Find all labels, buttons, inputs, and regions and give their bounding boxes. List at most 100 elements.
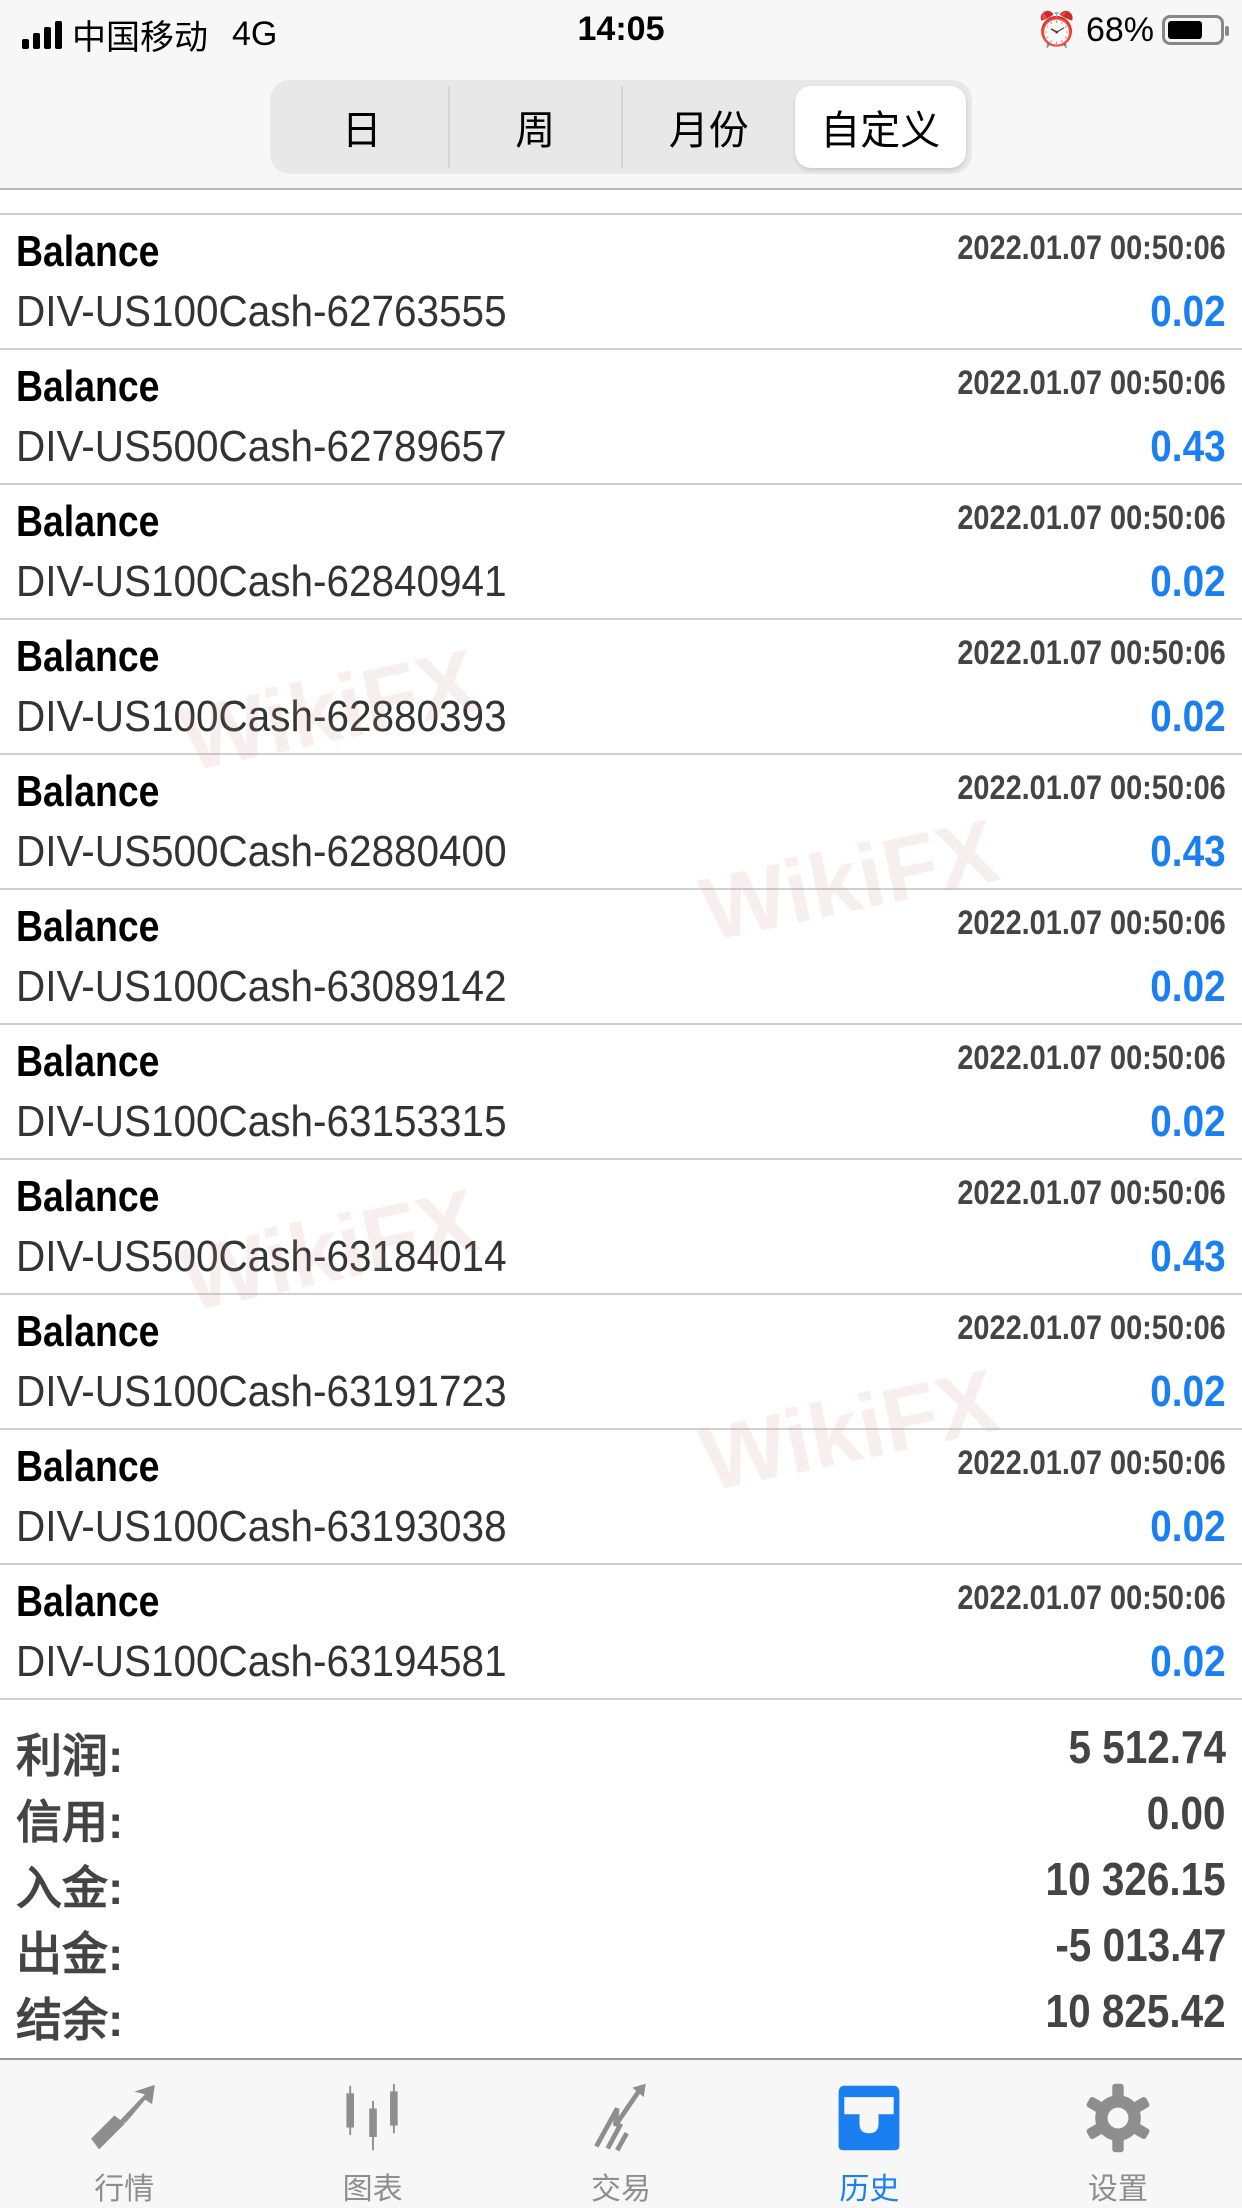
row-symbol: DIV-US100Cash-63153315 bbox=[16, 1097, 507, 1146]
battery-icon bbox=[1162, 15, 1229, 45]
row-type: Balance bbox=[16, 1172, 160, 1221]
summary-row: 出金: -5 013.47 bbox=[0, 1910, 1242, 1980]
tab-trade[interactable]: 交易 bbox=[497, 2060, 745, 2208]
history-icon bbox=[839, 2085, 900, 2151]
segment-day[interactable]: 日 bbox=[276, 86, 450, 168]
segment-week[interactable]: 周 bbox=[450, 86, 623, 168]
row-value: 0.02 bbox=[1150, 557, 1226, 606]
alarm-icon: ⏰ bbox=[1035, 11, 1078, 49]
tab-settings[interactable]: 设置 bbox=[994, 2060, 1242, 2208]
summary-label: 结余: bbox=[16, 1994, 124, 2046]
row-value: 0.43 bbox=[1150, 827, 1226, 876]
history-row[interactable]: Balance 2022.01.07 00:50:06 DIV-US100Cas… bbox=[0, 1430, 1242, 1565]
row-symbol: DIV-US100Cash-63193038 bbox=[16, 1502, 507, 1551]
tab-bar: 行情 图表 交易 历史 设置 bbox=[0, 2058, 1242, 2208]
settings-icon bbox=[1086, 2083, 1150, 2153]
row-time: 2022.01.07 00:50:06 bbox=[957, 1444, 1226, 1482]
history-row[interactable]: Balance 2022.01.07 00:50:06 DIV-US100Cas… bbox=[0, 620, 1242, 755]
row-time: 2022.01.07 00:50:06 bbox=[957, 1579, 1226, 1617]
summary-label: 出金: bbox=[16, 1928, 124, 1980]
row-time: 2022.01.07 00:50:06 bbox=[957, 1039, 1226, 1077]
battery-percent: 68% bbox=[1085, 10, 1154, 49]
row-symbol: DIV-US500Cash-62880400 bbox=[16, 827, 507, 876]
history-row[interactable]: Balance 2022.01.07 00:50:06 DIV-US100Cas… bbox=[0, 1295, 1242, 1430]
row-symbol: DIV-US100Cash-62880393 bbox=[16, 692, 507, 741]
row-value: 0.02 bbox=[1150, 1637, 1226, 1686]
history-row[interactable]: Balance 2022.01.07 00:50:06 DIV-US100Cas… bbox=[0, 890, 1242, 1025]
summary-row: 结余: 10 825.42 bbox=[0, 1976, 1242, 2046]
summary-label: 利润: bbox=[16, 1730, 124, 1782]
row-time: 2022.01.07 00:50:06 bbox=[957, 229, 1226, 267]
network: 4G bbox=[232, 15, 278, 53]
row-value: 0.02 bbox=[1150, 692, 1226, 741]
segment-custom[interactable]: 自定义 bbox=[794, 86, 966, 168]
tab-chart[interactable]: 图表 bbox=[248, 2060, 496, 2208]
row-type: Balance bbox=[16, 227, 160, 276]
history-list[interactable]: Balance 2022.01.07 00:50:06 DIV-US100Cas… bbox=[0, 190, 1242, 1700]
row-type: Balance bbox=[16, 1442, 160, 1491]
segment-month[interactable]: 月份 bbox=[668, 109, 749, 153]
history-row[interactable]: Balance 2022.01.07 00:50:06 DIV-US500Cas… bbox=[0, 350, 1242, 485]
row-value: 0.02 bbox=[1150, 287, 1226, 336]
signal-icon bbox=[22, 20, 62, 49]
row-symbol: DIV-US500Cash-62789657 bbox=[16, 422, 507, 471]
summary-value: -5 013.47 bbox=[1054, 1919, 1226, 1971]
row-symbol: DIV-US100Cash-63194581 bbox=[16, 1637, 507, 1686]
history-row[interactable]: Balance 2022.01.07 00:50:06 DIV-US500Cas… bbox=[0, 1160, 1242, 1295]
row-symbol: DIV-US100Cash-62840941 bbox=[16, 557, 507, 606]
summary-row: 入金: 10 326.15 bbox=[0, 1844, 1242, 1914]
row-value: 0.02 bbox=[1150, 962, 1226, 1011]
row-value: 0.43 bbox=[1150, 1232, 1226, 1281]
history-row[interactable]: Balance 2022.01.07 00:50:06 DIV-US100Cas… bbox=[0, 1565, 1242, 1700]
summary-value: 10 326.15 bbox=[1045, 1853, 1226, 1905]
carrier: 中国移动 bbox=[72, 19, 208, 57]
row-time: 2022.01.07 00:50:06 bbox=[957, 634, 1226, 672]
row-symbol: DIV-US100Cash-62763555 bbox=[16, 287, 507, 336]
tab-label: 图表 bbox=[342, 2173, 403, 2206]
row-value: 0.02 bbox=[1150, 1502, 1226, 1551]
summary-value: 5 512.74 bbox=[1068, 1721, 1226, 1773]
tab-label: 行情 bbox=[94, 2173, 155, 2206]
row-time: 2022.01.07 00:50:06 bbox=[957, 904, 1226, 942]
row-type: Balance bbox=[16, 1577, 160, 1626]
period-segmented-control: 日 周 月份 自定义 bbox=[270, 80, 972, 174]
history-row[interactable]: Balance 2022.01.07 00:50:06 DIV-US100Cas… bbox=[0, 1025, 1242, 1160]
clock: 14:05 bbox=[577, 10, 665, 48]
header: 日 周 月份 自定义 bbox=[0, 62, 1242, 190]
row-value: 0.43 bbox=[1150, 422, 1226, 471]
history-row[interactable]: Balance 2022.01.07 00:50:06 DIV-US500Cas… bbox=[0, 755, 1242, 890]
row-type: Balance bbox=[16, 1037, 160, 1086]
history-row[interactable]: Balance 2022.01.07 00:50:06 DIV-US100Cas… bbox=[0, 485, 1242, 620]
tab-label: 交易 bbox=[591, 2173, 652, 2206]
row-value: 0.02 bbox=[1150, 1097, 1226, 1146]
row-type: Balance bbox=[16, 497, 160, 546]
tab-label: 历史 bbox=[839, 2173, 900, 2206]
row-symbol: DIV-US500Cash-63184014 bbox=[16, 1232, 507, 1281]
row-time: 2022.01.07 00:50:06 bbox=[957, 499, 1226, 537]
row-type: Balance bbox=[16, 632, 160, 681]
summary-row: 利润: 5 512.74 bbox=[0, 1712, 1242, 1782]
row-value: 0.02 bbox=[1150, 1367, 1226, 1416]
tab-quotes[interactable]: 行情 bbox=[0, 2060, 248, 2208]
chart-icon bbox=[346, 2083, 398, 2151]
summary: 利润: 5 512.74 信用: 0.00 入金: 10 326.15 出金: -5 013.… bbox=[0, 1712, 1242, 2046]
row-symbol: DIV-US100Cash-63191723 bbox=[16, 1367, 507, 1416]
summary-label: 信用: bbox=[16, 1796, 124, 1848]
status-bar: 中国移动 4G 14:05 ⏰ 68% bbox=[0, 0, 1242, 62]
row-time: 2022.01.07 00:50:06 bbox=[957, 769, 1226, 807]
row-type: Balance bbox=[16, 767, 160, 816]
history-row[interactable]: Balance 2022.01.07 00:50:06 DIV-US100Cas… bbox=[0, 215, 1242, 350]
tab-label: 设置 bbox=[1087, 2173, 1148, 2206]
partial-row bbox=[0, 190, 1242, 215]
summary-value: 10 825.42 bbox=[1045, 1985, 1226, 2037]
tab-history[interactable]: 历史 bbox=[745, 2060, 993, 2208]
row-time: 2022.01.07 00:50:06 bbox=[957, 1309, 1226, 1347]
summary-row: 信用: 0.00 bbox=[0, 1778, 1242, 1848]
row-time: 2022.01.07 00:50:06 bbox=[957, 1174, 1226, 1212]
summary-value: 0.00 bbox=[1147, 1787, 1226, 1839]
row-time: 2022.01.07 00:50:06 bbox=[957, 364, 1226, 402]
quotes-icon bbox=[91, 2084, 156, 2150]
trade-icon bbox=[594, 2083, 646, 2152]
row-type: Balance bbox=[16, 362, 160, 411]
row-symbol: DIV-US100Cash-63089142 bbox=[16, 962, 507, 1011]
